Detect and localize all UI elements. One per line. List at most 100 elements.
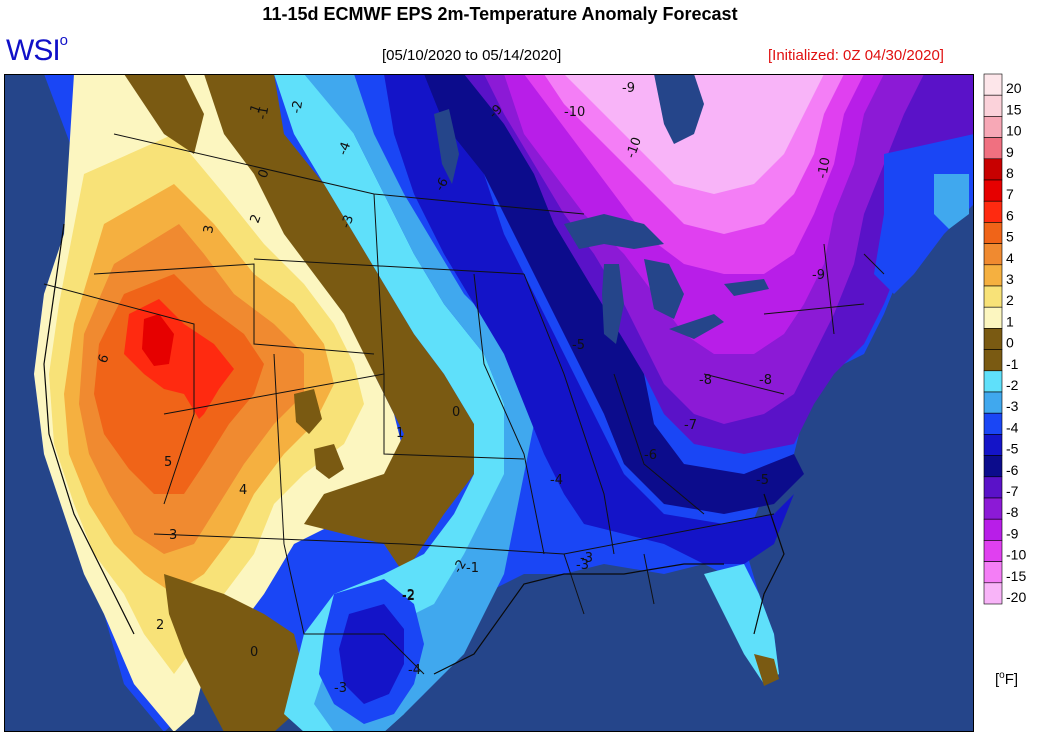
map-frame <box>4 74 974 732</box>
lake-superior <box>564 214 664 249</box>
contour-label: -4 <box>336 140 355 157</box>
contour-label: -9 <box>812 268 825 283</box>
zone-minus5 <box>384 74 794 564</box>
contour-label: -4 <box>550 473 563 488</box>
contour-label: 5 <box>164 455 172 470</box>
lake-winnipeg <box>434 109 459 184</box>
contour-label: -1 <box>466 561 479 576</box>
zone-zero-west-strip <box>124 74 204 154</box>
legend-swatch <box>983 222 1003 244</box>
contour-label: 1 <box>396 426 404 441</box>
legend-swatch <box>983 264 1003 287</box>
contour-label: -2 <box>289 99 306 114</box>
state-borders <box>43 133 885 675</box>
logo-text: WSI <box>6 34 61 67</box>
legend-label: 0 <box>1006 335 1014 351</box>
legend-label: 8 <box>1006 165 1014 181</box>
zone-minus1 <box>274 74 514 732</box>
legend-swatch <box>983 200 1003 223</box>
legend-swatch <box>983 73 1003 96</box>
legend-label: -2 <box>1006 377 1019 393</box>
legend-swatch <box>983 434 1003 456</box>
legend-label: -10 <box>1006 547 1026 563</box>
zone-zero-south <box>164 574 304 732</box>
zone-plus6-core <box>142 314 174 366</box>
contour-label: -9 <box>622 81 635 96</box>
lake-ontario <box>724 279 769 296</box>
legend-swatch <box>983 561 1003 584</box>
zone-florida-minus1 <box>704 564 779 684</box>
zone-minus6 <box>424 74 804 514</box>
legend-swatch <box>983 518 1003 541</box>
contour-label: 0 <box>452 405 460 420</box>
contour-label: 3 <box>201 224 217 235</box>
units-degree: o <box>999 670 1005 681</box>
contour-label: -3 <box>580 551 593 566</box>
contour-label: -5 <box>756 473 769 488</box>
legend-label: 5 <box>1006 229 1014 245</box>
legend-swatch <box>983 243 1003 266</box>
contour-label: -6 <box>644 448 657 463</box>
legend-label: -15 <box>1006 568 1026 584</box>
hudson-bay-inlet <box>654 74 704 144</box>
temperature-anomaly-map: -10 -10 -10 -9 -9 -9 -8 -8 -7 -6 -6 -5 -… <box>4 74 974 732</box>
legend-swatch <box>983 306 1003 329</box>
contour-label: 2 <box>156 618 164 633</box>
legend-swatch <box>983 370 1003 393</box>
legend-label: 7 <box>1006 186 1014 202</box>
legend-label: 10 <box>1006 123 1022 139</box>
contour-label: -1 <box>255 105 272 120</box>
legend-label: 15 <box>1006 101 1022 117</box>
legend-label: 4 <box>1006 250 1014 266</box>
legend-swatch <box>983 412 1003 435</box>
contour-label: -3 <box>334 681 347 696</box>
legend-swatch <box>983 391 1003 414</box>
zone-zero-colorado <box>314 444 344 479</box>
legend-label: 20 <box>1006 80 1022 96</box>
legend-swatch <box>983 285 1003 308</box>
lake-michigan <box>602 264 624 344</box>
logo-degree: o <box>59 32 68 49</box>
legend-swatch <box>983 137 1003 160</box>
units-prefix: [ <box>995 671 1000 688</box>
legend-label: -4 <box>1006 419 1019 435</box>
contour-label: -8 <box>699 373 712 388</box>
contour-label: -2 <box>402 589 415 604</box>
initialized-time: [Initialized: 0Z 04/30/2020] <box>768 47 944 64</box>
legend-swatch <box>983 476 1003 499</box>
contour-label: -10 <box>624 135 645 160</box>
units-suffix: F] <box>1004 671 1019 688</box>
lake-erie <box>669 314 724 339</box>
coastlines <box>43 223 785 675</box>
map-title: 11-15d ECMWF EPS 2m-Temperature Anomaly … <box>262 4 738 24</box>
legend-label: 2 <box>1006 292 1014 308</box>
contour-label: -7 <box>684 418 697 433</box>
contour-label: -10 <box>815 156 833 180</box>
legend-label: -1 <box>1006 356 1019 372</box>
legend-swatch <box>983 497 1003 520</box>
legend-label: 1 <box>1006 313 1014 329</box>
legend-swatch <box>983 455 1003 478</box>
legend-swatch <box>983 328 1003 350</box>
contour-label: 3 <box>169 528 177 543</box>
legend-label: -9 <box>1006 525 1019 541</box>
zone-minus2 <box>304 74 534 732</box>
contour-label: -2 <box>402 588 415 603</box>
legend-units: [oF] <box>995 670 1018 688</box>
contour-label: -3 <box>339 213 358 230</box>
contour-label: 4 <box>239 483 247 498</box>
zone-zero-utah <box>294 389 322 434</box>
legend-swatch <box>983 179 1003 202</box>
legend-swatch <box>983 582 1003 605</box>
zone-ne-lightblue <box>934 174 969 229</box>
legend-label: -8 <box>1006 504 1019 520</box>
legend-swatch <box>983 94 1003 117</box>
contour-label: -4 <box>408 663 421 678</box>
legend-label: -3 <box>1006 398 1019 414</box>
contour-label: -10 <box>564 105 585 120</box>
legend-swatch <box>983 540 1003 562</box>
zone-texas-minus4 <box>339 604 404 704</box>
lake-huron <box>644 259 684 319</box>
contour-label: -8 <box>759 373 772 388</box>
contour-label: -3 <box>576 558 589 573</box>
